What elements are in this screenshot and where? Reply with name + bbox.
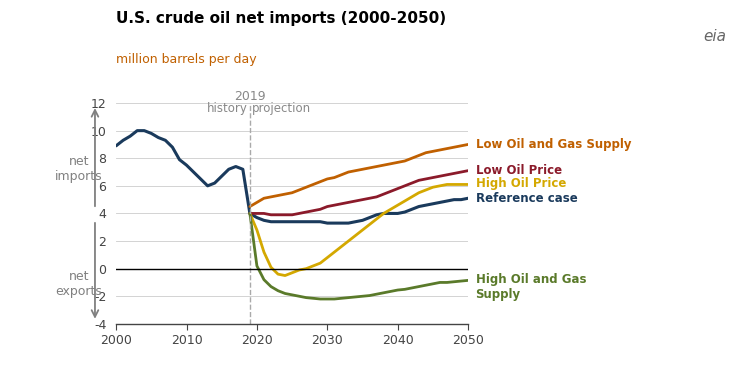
Text: High Oil and Gas
Supply: High Oil and Gas Supply [476,273,586,301]
Text: million barrels per day: million barrels per day [116,53,257,66]
Text: net
exports: net exports [55,270,103,298]
Text: net
imports: net imports [55,155,103,183]
Text: Low Oil Price: Low Oil Price [476,164,562,177]
Text: eia: eia [703,29,727,45]
Text: Low Oil and Gas Supply: Low Oil and Gas Supply [476,138,631,151]
Text: Reference case: Reference case [476,192,577,205]
Text: projection: projection [252,102,311,116]
Text: High Oil Price: High Oil Price [476,177,566,190]
Text: U.S. crude oil net imports (2000-2050): U.S. crude oil net imports (2000-2050) [116,11,446,26]
Text: history: history [207,102,248,116]
Text: 2019: 2019 [234,90,266,103]
